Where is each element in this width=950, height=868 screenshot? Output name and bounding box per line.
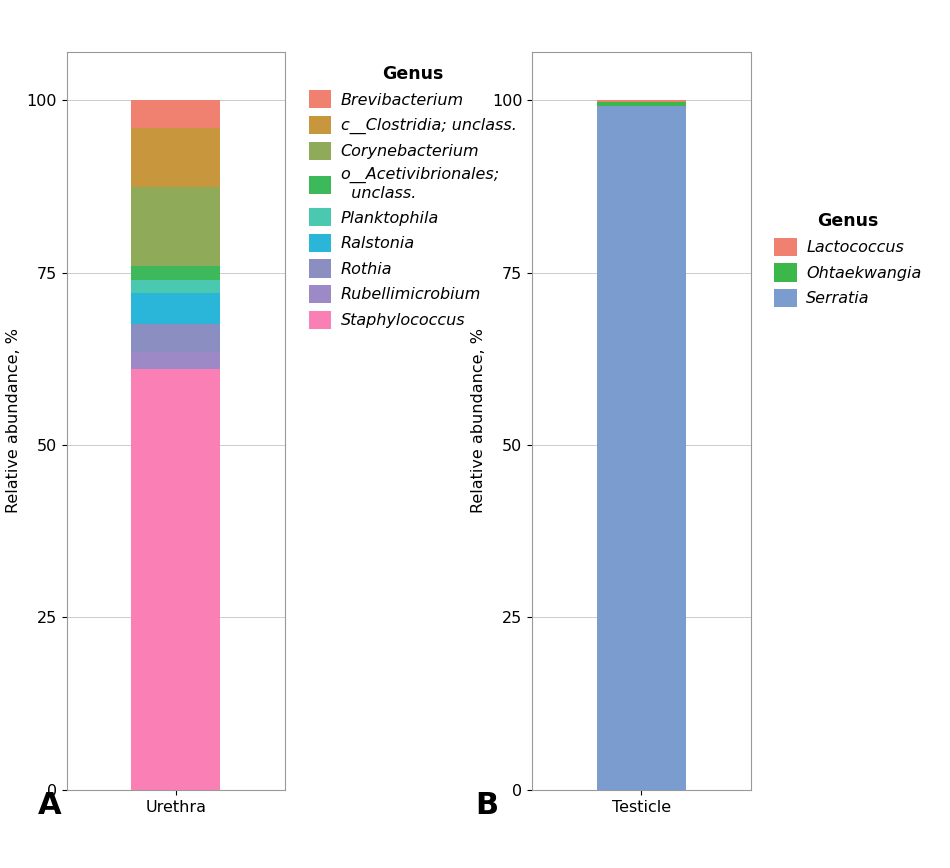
Legend: Brevibacterium, c__Clostridia; unclass., Corynebacterium, o__Acetivibrionales;
 : Brevibacterium, c__Clostridia; unclass.,… [304,60,522,334]
Bar [131,128,220,187]
Bar [597,101,686,102]
Y-axis label: Relative abundance, %: Relative abundance, % [6,328,21,514]
Text: B: B [475,792,498,820]
Bar [131,293,220,325]
Bar [597,102,686,106]
Bar [131,325,220,352]
Y-axis label: Relative abundance, %: Relative abundance, % [471,328,486,514]
Bar [131,101,220,128]
Bar [131,187,220,266]
Bar [131,279,220,293]
Bar [131,352,220,369]
Bar [597,106,686,790]
Bar [131,369,220,790]
Bar [131,266,220,279]
Legend: Lactococcus, Ohtaekwangia, Serratia: Lactococcus, Ohtaekwangia, Serratia [770,207,926,312]
Text: A: A [38,792,62,820]
